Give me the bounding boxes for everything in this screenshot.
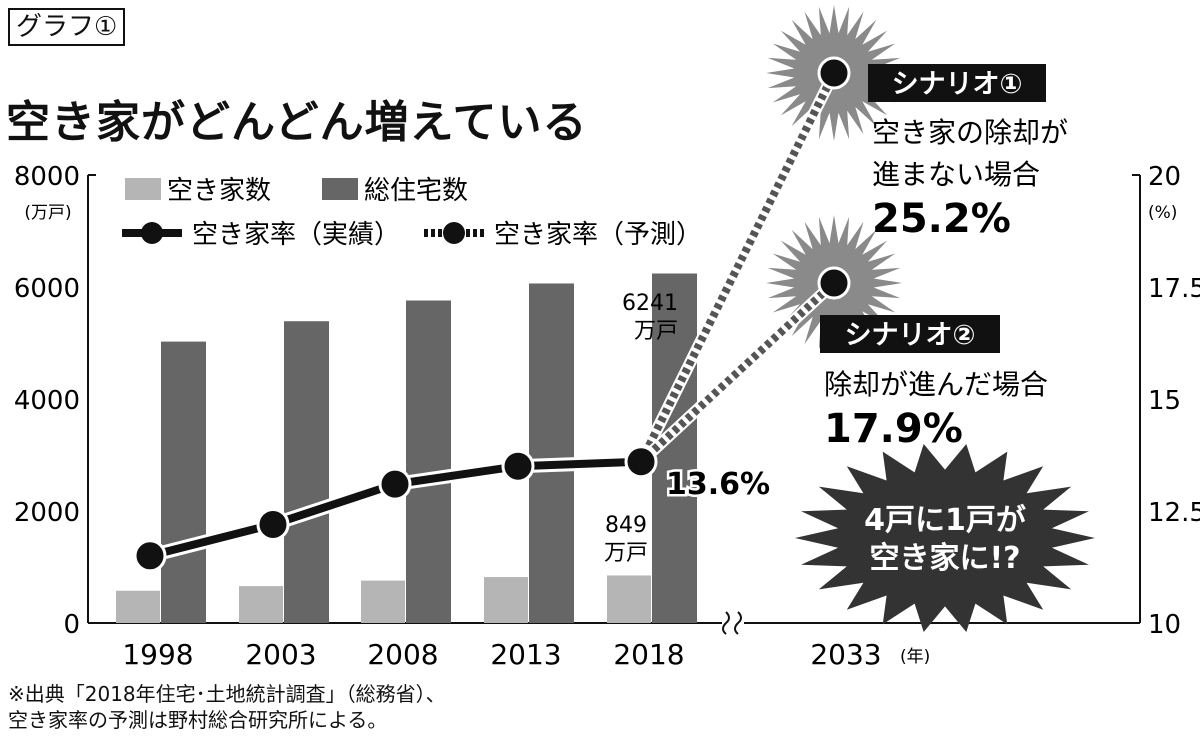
legend-marker-actual bbox=[141, 222, 163, 244]
scenario1-value: 25.2% bbox=[872, 196, 1011, 242]
bar-vacant-houses bbox=[484, 577, 528, 623]
x-tick-label: 2033 bbox=[810, 638, 881, 671]
bar-total-houses bbox=[529, 283, 574, 623]
scenario1-label-box bbox=[868, 64, 1046, 102]
legend-label-actual: 空き家率（実績） bbox=[192, 220, 400, 250]
left-axis-unit: (万戸) bbox=[24, 203, 71, 223]
x-tick-label: 2018 bbox=[613, 638, 684, 671]
rate-2018-label: 13.6% bbox=[666, 467, 770, 502]
right-tick-label: 15 bbox=[1148, 386, 1181, 416]
x-tick-label: 2013 bbox=[490, 638, 561, 671]
left-tick-label: 6000 bbox=[14, 274, 80, 304]
actual-rate-point bbox=[624, 445, 658, 479]
total-2018-unit: 万戸 bbox=[634, 319, 678, 344]
right-tick-label: 12.5 bbox=[1148, 498, 1200, 528]
right-axis-unit: (%) bbox=[1148, 203, 1177, 223]
total-2018-value: 6241 bbox=[622, 291, 678, 316]
bar-total-houses bbox=[406, 300, 451, 623]
scenario1-label: シナリオ① bbox=[892, 69, 1023, 100]
vacant-2018-value: 849 bbox=[605, 513, 647, 538]
bar-vacant-houses bbox=[116, 590, 160, 623]
x-axis-unit: (年) bbox=[900, 647, 930, 667]
footnote-source: ※出典「2018年住宅･土地統計調査」（総務省）、 bbox=[8, 682, 446, 706]
left-tick-label: 2000 bbox=[14, 498, 80, 528]
footnote-forecast: 空き家率の予測は野村総合研究所による。 bbox=[8, 708, 388, 732]
bar-total-houses bbox=[284, 321, 329, 623]
actual-rate-point bbox=[378, 467, 412, 501]
vacant-2018-unit: 万戸 bbox=[604, 541, 648, 566]
legend-label-forecast: 空き家率（予測） bbox=[494, 220, 702, 250]
forecast-line-scenario1 bbox=[637, 71, 838, 464]
legend-marker-forecast bbox=[443, 222, 465, 244]
forecast-line-scenario2 bbox=[638, 280, 837, 465]
bar-vacant-houses bbox=[361, 580, 405, 623]
legend-swatch-total bbox=[322, 178, 358, 200]
axis-break-icon bbox=[722, 611, 742, 635]
left-tick-label: 0 bbox=[63, 610, 80, 640]
legend-swatch-vacant bbox=[125, 178, 161, 200]
right-tick-label: 17.5 bbox=[1148, 274, 1200, 304]
x-tick-label: 2003 bbox=[245, 638, 316, 671]
scenario1-desc-line1: 空き家の除却が bbox=[872, 116, 1068, 149]
explosion-burst-icon bbox=[795, 444, 1095, 632]
actual-rate-point bbox=[133, 539, 167, 573]
forecast-point-scenario1 bbox=[817, 56, 851, 90]
scenario2-label: シナリオ② bbox=[845, 320, 976, 351]
scenario2-label-box bbox=[820, 315, 1000, 353]
bar-vacant-houses bbox=[239, 586, 283, 623]
actual-rate-point bbox=[256, 507, 290, 541]
burst-text-line2: 空き家に!? bbox=[869, 541, 1020, 576]
scenario1-desc-line2: 進まない場合 bbox=[872, 158, 1040, 191]
actual-rate-point bbox=[501, 449, 535, 483]
burst-text-line1: 4戸に1戸が bbox=[864, 503, 1026, 538]
legend-label-total: 総住宅数 bbox=[364, 176, 468, 206]
left-tick-label: 8000 bbox=[14, 162, 80, 192]
bar-vacant-houses bbox=[607, 575, 651, 623]
bar-total-houses bbox=[161, 341, 206, 623]
right-tick-label: 20 bbox=[1148, 162, 1181, 192]
scenario2-value: 17.9% bbox=[824, 406, 963, 452]
forecast-point-scenario2 bbox=[817, 266, 851, 300]
chart-title: 空き家がどんどん増えている bbox=[6, 97, 588, 148]
figure-tag: グラフ① bbox=[8, 8, 126, 46]
right-tick-label: 10 bbox=[1148, 610, 1181, 640]
x-tick-label: 2008 bbox=[367, 638, 438, 671]
x-tick-label: 1998 bbox=[122, 638, 193, 671]
left-tick-label: 4000 bbox=[14, 386, 80, 416]
scenario2-desc: 除却が進んだ場合 bbox=[824, 368, 1048, 401]
legend-label-vacant: 空き家数 bbox=[167, 176, 271, 206]
